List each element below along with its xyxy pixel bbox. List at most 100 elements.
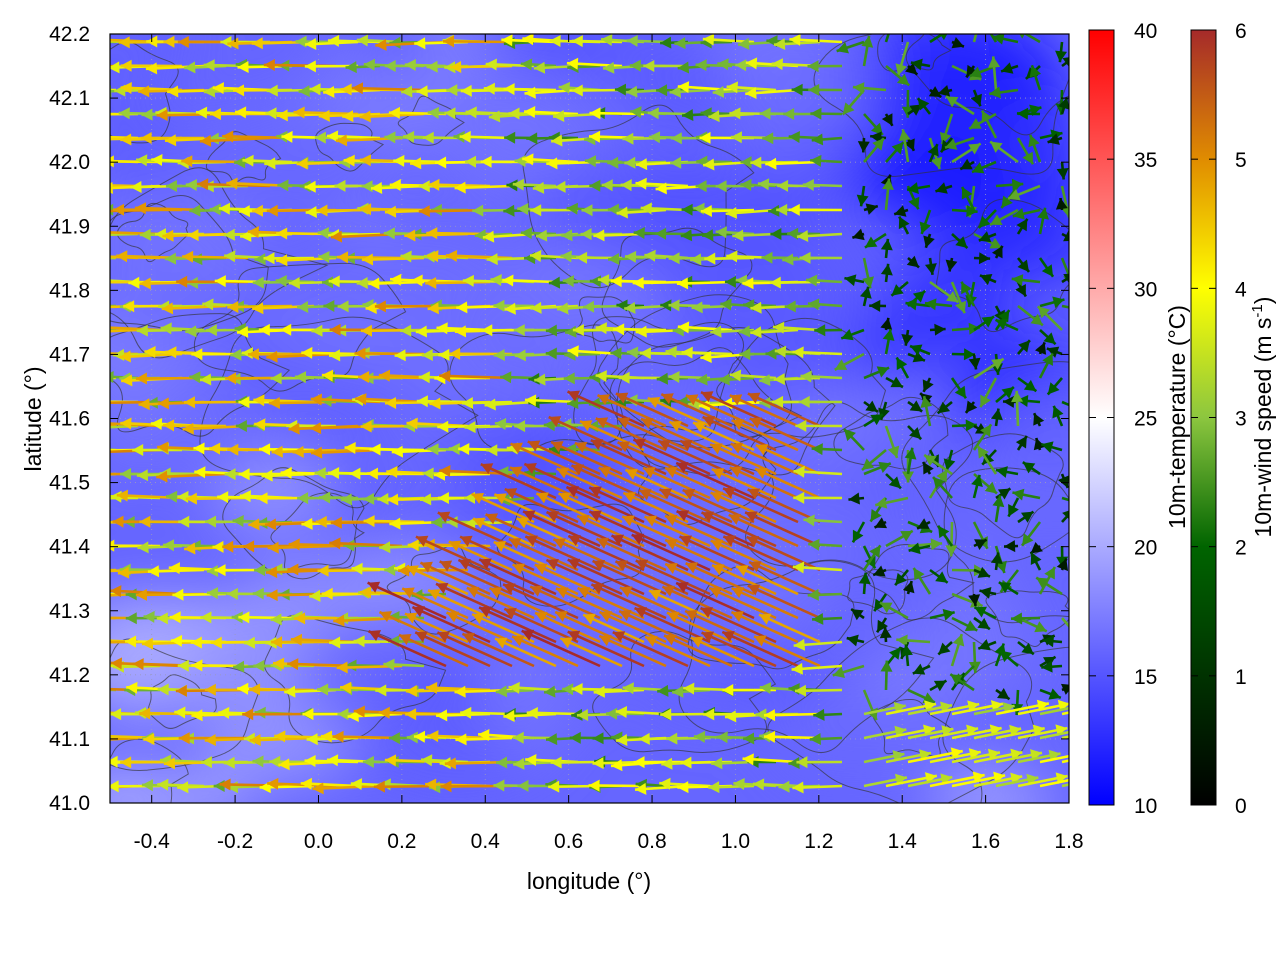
y-tick-label: 41.8 [49, 279, 90, 302]
wind-arrow-head [59, 130, 70, 142]
wind-arrow-head [52, 565, 63, 577]
wind-arrow-head [75, 302, 86, 314]
temperature-patch [187, 112, 387, 205]
wind-arrow-head [75, 706, 86, 718]
wind-arrow-head [1071, 401, 1083, 412]
temperature-patch [929, 776, 1057, 828]
y-tick-label: 41.5 [49, 472, 90, 495]
wind-arrow-head [102, 182, 113, 194]
y-tick-label: 41.0 [49, 792, 90, 815]
colorbar-tick-label: 20 [1134, 537, 1157, 560]
x-axis-label: longitude (°) [527, 868, 651, 894]
wind-arrow-head [81, 179, 92, 191]
wind-arrow-head [82, 62, 93, 74]
wind-arrow [45, 637, 116, 649]
wind-arrow-head [89, 274, 100, 286]
temperature-patch [83, 105, 192, 208]
wind-arrow-head [93, 229, 104, 241]
y-tick-label: 41.6 [49, 408, 90, 431]
wind-arrow-head [79, 325, 90, 337]
x-tick-label: 1.2 [804, 830, 833, 853]
wind-arrow-head [81, 445, 92, 457]
wind-arrow-head [63, 587, 74, 599]
wind-arrow-head [66, 707, 77, 719]
colorbar-tick-label: 10 [1134, 795, 1157, 818]
wind-arrow-head [45, 61, 56, 73]
wind-arrow-head [93, 321, 104, 333]
wind-arrow-shaft [45, 66, 116, 68]
x-tick-label: -0.2 [217, 830, 253, 853]
temperature-patch [720, 60, 882, 177]
wind-arrow-head [89, 659, 100, 671]
wind-arrow-head [103, 540, 114, 552]
wind-arrow [59, 130, 116, 142]
colorbar-tick-label: 25 [1134, 408, 1157, 431]
wind-arrow-shaft [63, 593, 116, 594]
wind-arrow-head [83, 757, 94, 769]
wind-arrow-head [974, 10, 986, 22]
x-tick-label: 1.4 [888, 830, 918, 853]
wind-colorbar-label-end: ) [1250, 297, 1276, 305]
wind-arrow-head [72, 253, 83, 265]
wind-arrow-head [75, 179, 86, 191]
wind-arrow [52, 565, 116, 577]
wind-arrow-head [98, 730, 109, 742]
wind-arrow-shaft [49, 786, 116, 789]
x-tick-label: 1.6 [971, 830, 1000, 853]
x-tick-label: 0.8 [637, 830, 666, 853]
x-tick-label: 0.6 [554, 830, 583, 853]
colorbar-tick-label: 1 [1235, 666, 1247, 689]
wind-arrow-head [62, 370, 73, 382]
wind-arrow [66, 707, 116, 719]
colorbar-tick-label: 3 [1235, 408, 1247, 431]
x-tick-label: 0.0 [304, 830, 333, 853]
wind-arrow-head [95, 421, 106, 433]
wind-arrow-head [99, 133, 110, 145]
temperature-colorbar-label: 10m-temperature (°C) [1164, 305, 1190, 529]
wind-arrow-head [79, 131, 90, 143]
wind-arrow-head [70, 249, 81, 261]
y-tick-label: 41.2 [49, 664, 90, 687]
wind-arrow-shaft [59, 136, 116, 138]
wind-arrow-head [77, 516, 88, 528]
wind-arrow [45, 61, 116, 73]
wind-arrow-shaft [75, 185, 138, 186]
colorbar-tick-label: 2 [1235, 537, 1247, 560]
wind-arrow-head [74, 326, 85, 338]
wind-arrow-shaft [52, 570, 116, 571]
y-axis-label: latitude (°) [20, 366, 46, 471]
temperature-patch [372, 203, 508, 332]
wind-arrow-head [982, 20, 993, 33]
wind-arrow [62, 370, 116, 382]
colorbar-tick-label: 30 [1134, 278, 1157, 301]
wind-arrow [63, 587, 116, 599]
wind-arrow-head [1075, 496, 1087, 508]
wind-arrow-shaft [45, 642, 116, 643]
wind-arrow-head [885, 18, 896, 30]
y-tick-label: 41.7 [49, 343, 90, 366]
x-tick-label: 0.2 [387, 830, 416, 853]
wind-arrow-head [1070, 702, 1082, 714]
y-tick-label: 41.3 [49, 600, 90, 623]
wind-arrow-head [94, 34, 105, 46]
wind-arrow-head [74, 566, 85, 578]
wind-arrow-head [1078, 303, 1090, 315]
colorbar-tick-label: 4 [1235, 278, 1247, 301]
wind-arrow-head [92, 226, 103, 238]
y-tick-label: 41.4 [49, 536, 90, 559]
colorbar-tick-label: 6 [1235, 20, 1247, 43]
colorbar-tick-label: 15 [1134, 666, 1157, 689]
wind-arrow-head [75, 443, 86, 455]
wind-arrow-head [1073, 632, 1085, 644]
y-tick-label: 41.9 [49, 215, 90, 238]
wind-arrow-head [103, 155, 114, 167]
y-tick-label: 42.0 [49, 151, 90, 174]
wind-arrow-shaft [66, 713, 116, 714]
wind-arrow [69, 756, 116, 768]
wind-colorbar-label-main: 10m-wind speed (m s [1250, 318, 1276, 538]
wind-arrow-head [89, 397, 100, 409]
wind-arrow-head [102, 371, 113, 383]
